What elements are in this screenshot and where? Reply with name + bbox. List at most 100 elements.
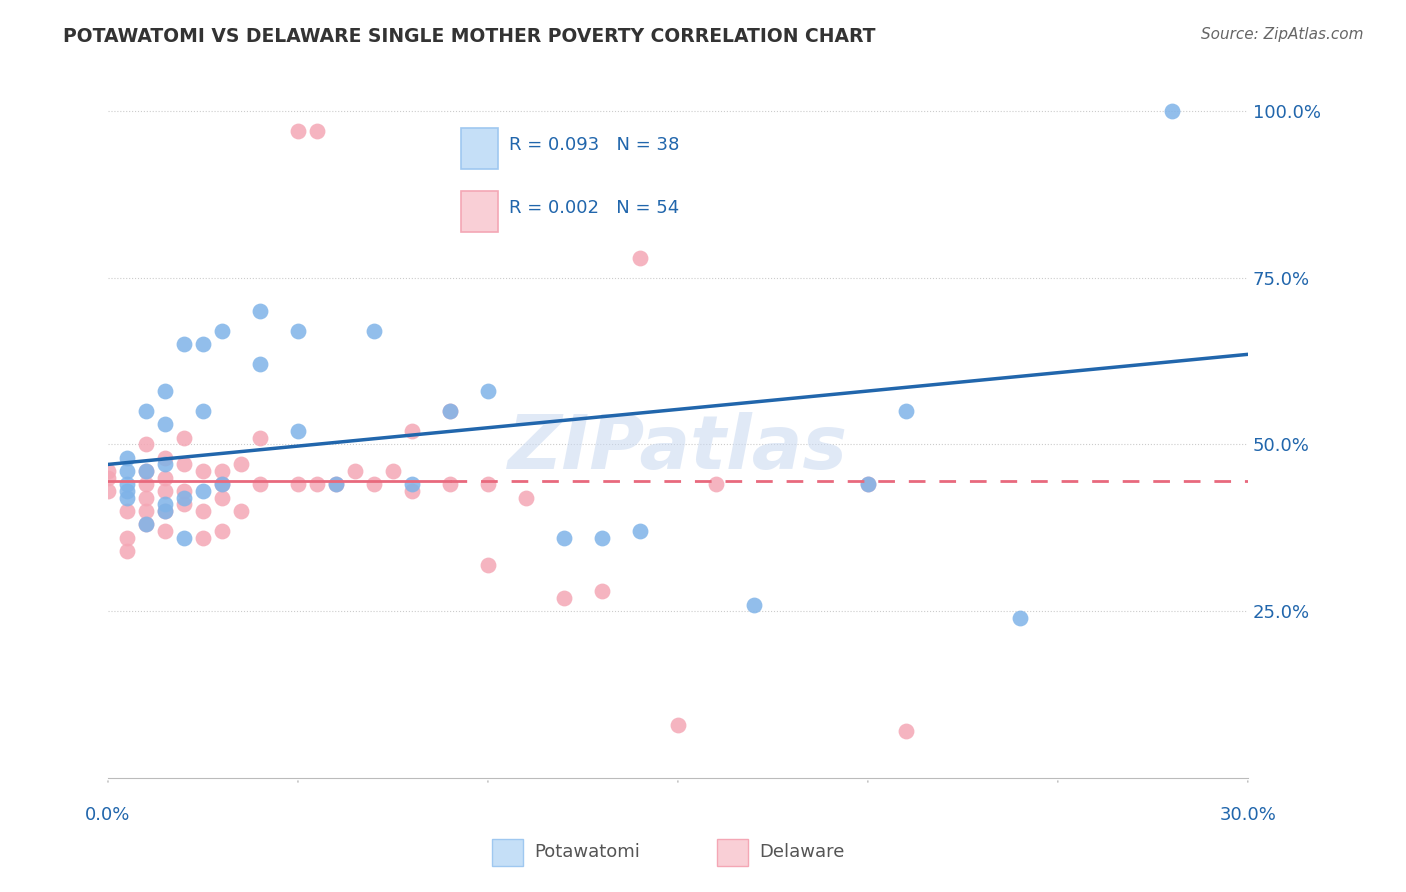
Point (153, 504, 176, 518)
Point (97, 484, 120, 499)
Point (153, 458, 176, 472)
Point (229, 458, 252, 472)
Point (173, 491, 195, 505)
Point (325, 477, 347, 491)
Point (287, 124, 309, 138)
Point (249, 477, 271, 491)
Point (477, 384, 499, 398)
Point (401, 424, 423, 438)
FancyBboxPatch shape (717, 839, 748, 866)
Point (173, 498, 195, 512)
Point (135, 504, 157, 518)
Text: Delaware: Delaware (759, 843, 845, 861)
Point (153, 417, 176, 432)
Point (135, 491, 157, 505)
Point (249, 304, 271, 318)
Point (666, 717, 689, 731)
Point (191, 531, 214, 545)
Point (153, 498, 176, 512)
Text: Potawatomi: Potawatomi (534, 843, 640, 861)
Point (115, 477, 138, 491)
Point (287, 424, 309, 438)
Point (439, 404, 461, 418)
FancyBboxPatch shape (492, 839, 523, 866)
Point (115, 531, 138, 545)
Point (173, 431, 195, 445)
Point (553, 591, 575, 605)
Point (211, 491, 233, 505)
Point (191, 484, 214, 499)
Point (135, 464, 157, 478)
Point (153, 484, 176, 499)
Point (153, 450, 176, 465)
Point (191, 337, 214, 351)
Point (363, 324, 385, 338)
Point (173, 458, 195, 472)
Point (856, 477, 879, 491)
Point (591, 531, 613, 545)
Point (287, 324, 309, 338)
Point (856, 477, 879, 491)
Point (115, 484, 138, 499)
Point (153, 471, 176, 485)
Point (343, 464, 366, 478)
Text: Source: ZipAtlas.com: Source: ZipAtlas.com (1201, 27, 1364, 42)
Point (591, 584, 613, 599)
Point (381, 464, 404, 478)
Point (135, 477, 157, 491)
Point (173, 531, 195, 545)
Point (153, 384, 176, 398)
Point (305, 477, 328, 491)
Point (401, 484, 423, 499)
Point (153, 504, 176, 518)
Point (191, 464, 214, 478)
Text: R = 0.002   N = 54: R = 0.002 N = 54 (509, 200, 679, 218)
Point (325, 477, 347, 491)
Point (135, 464, 157, 478)
Point (211, 324, 233, 338)
Point (211, 477, 233, 491)
Point (477, 477, 499, 491)
Point (894, 724, 917, 739)
Point (628, 251, 651, 265)
Point (135, 404, 157, 418)
Point (97, 464, 120, 478)
Point (628, 524, 651, 538)
Point (211, 477, 233, 491)
Point (553, 531, 575, 545)
Point (894, 404, 917, 418)
Point (305, 124, 328, 138)
Point (249, 357, 271, 371)
Point (211, 524, 233, 538)
Point (477, 558, 499, 572)
Point (515, 491, 537, 505)
Point (97, 471, 120, 485)
Point (153, 524, 176, 538)
Point (363, 477, 385, 491)
Point (287, 477, 309, 491)
Point (742, 598, 765, 612)
FancyBboxPatch shape (461, 128, 498, 169)
Point (115, 450, 138, 465)
Point (173, 337, 195, 351)
Point (211, 464, 233, 478)
Text: 0.0%: 0.0% (86, 806, 131, 824)
Point (115, 464, 138, 478)
Point (115, 491, 138, 505)
Point (135, 437, 157, 451)
Point (229, 504, 252, 518)
Point (115, 544, 138, 558)
Point (249, 431, 271, 445)
FancyBboxPatch shape (461, 191, 498, 232)
Point (439, 404, 461, 418)
Text: R = 0.093   N = 38: R = 0.093 N = 38 (509, 136, 679, 154)
Point (1160, 103, 1182, 118)
Text: POTAWATOMI VS DELAWARE SINGLE MOTHER POVERTY CORRELATION CHART: POTAWATOMI VS DELAWARE SINGLE MOTHER POV… (63, 27, 876, 45)
Point (1008, 611, 1031, 625)
Text: ZIPatlas: ZIPatlas (508, 412, 848, 485)
Point (191, 404, 214, 418)
Point (191, 504, 214, 518)
Point (439, 477, 461, 491)
Point (704, 477, 727, 491)
Point (115, 504, 138, 518)
